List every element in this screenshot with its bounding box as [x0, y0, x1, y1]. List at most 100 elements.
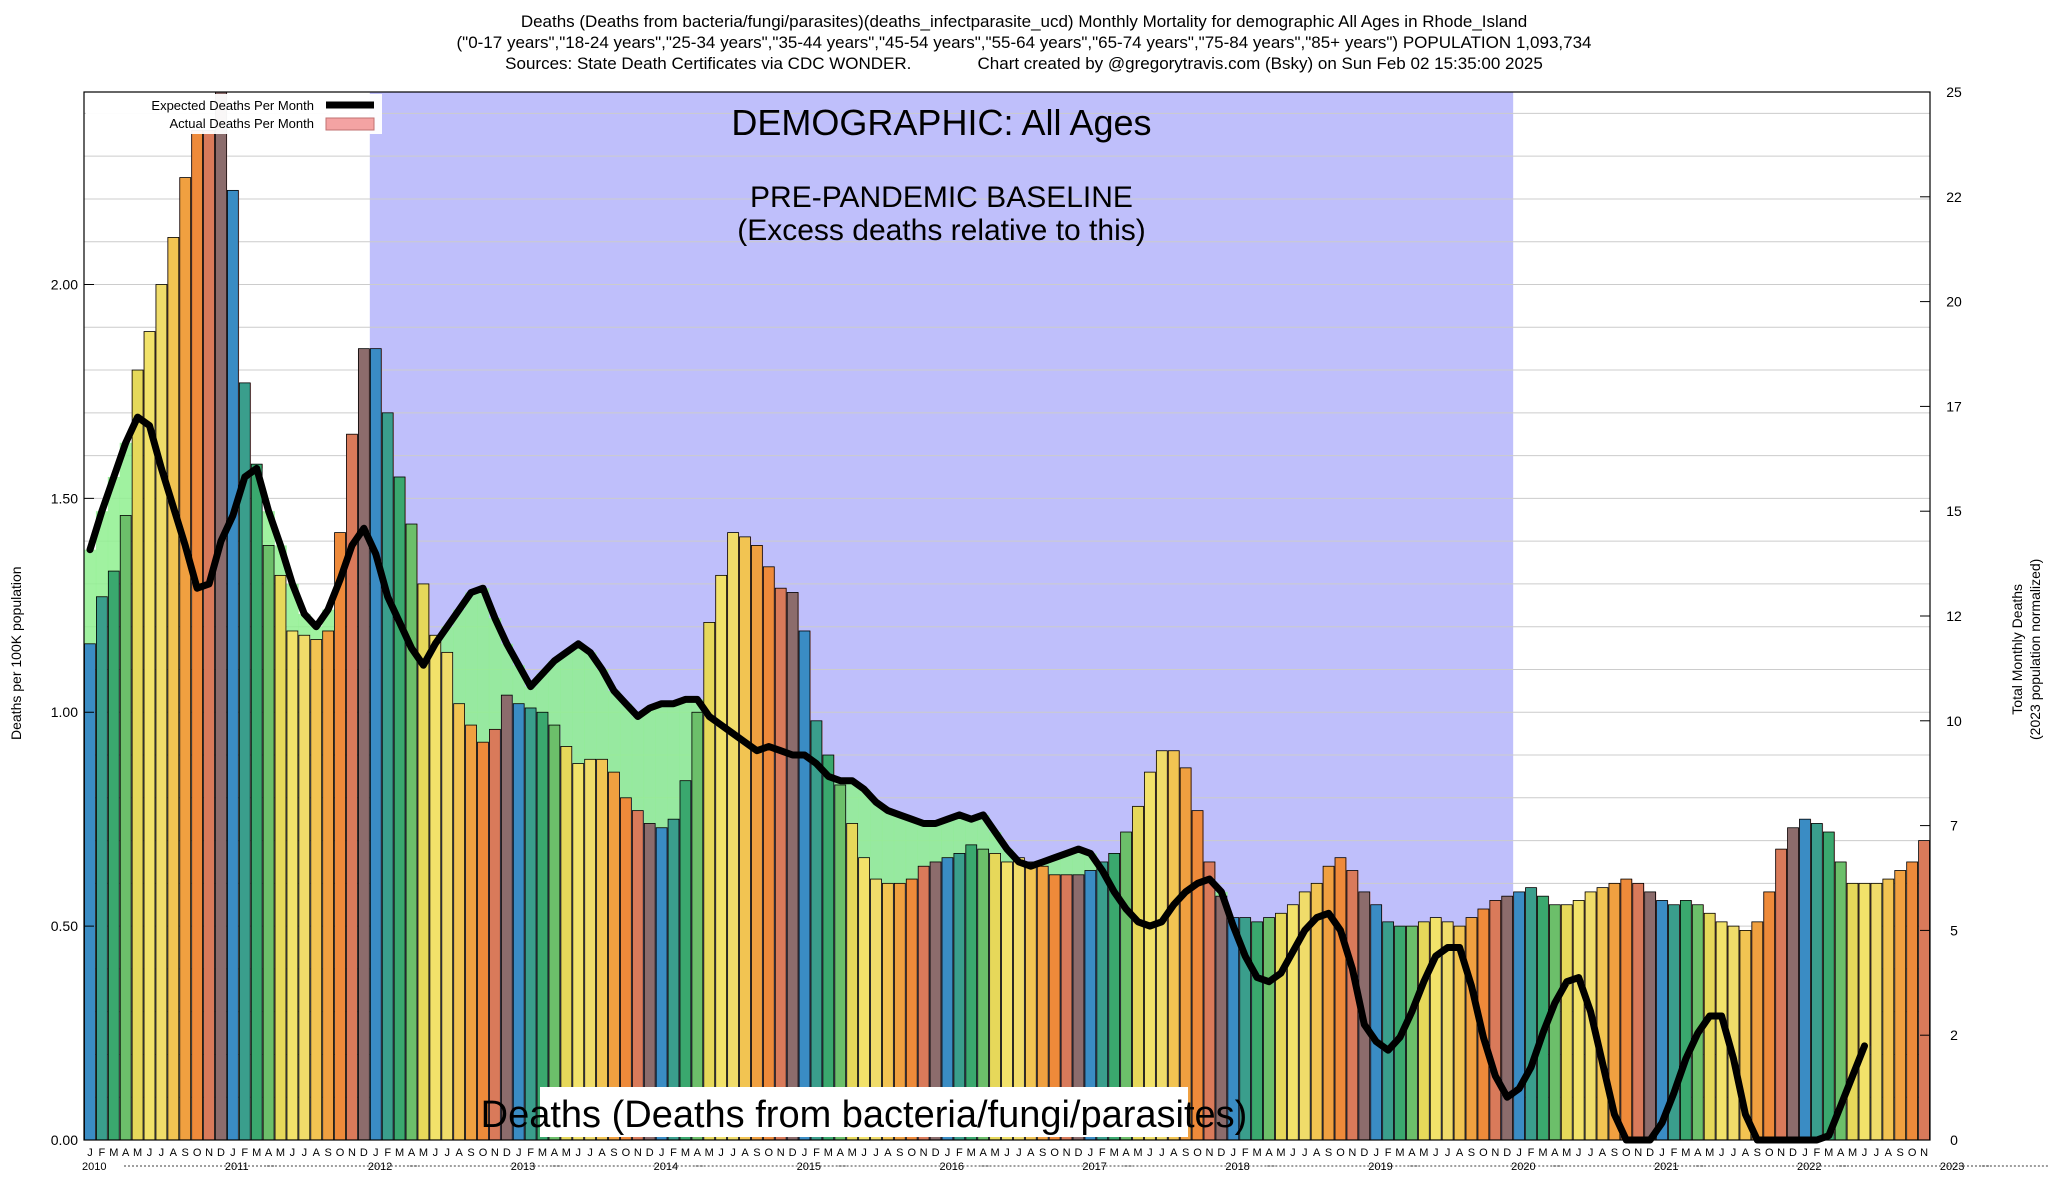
actual-deaths-bar — [167, 237, 180, 1141]
month-tick-label: A — [741, 1147, 749, 1159]
actual-deaths-bar — [1382, 921, 1394, 1141]
month-tick-label: A — [265, 1147, 273, 1159]
actual-deaths-bar — [703, 622, 716, 1141]
actual-deaths-bar — [1787, 827, 1799, 1141]
actual-deaths-bar — [274, 574, 287, 1141]
month-tick-label: M — [538, 1147, 547, 1159]
year-tick-label: 2022 — [1797, 1161, 1821, 1173]
month-tick-label: M — [276, 1147, 285, 1159]
month-tick-label: A — [1456, 1147, 1464, 1159]
month-tick-label: O — [193, 1147, 202, 1159]
month-tick-label: A — [837, 1147, 845, 1159]
month-tick-label: F — [241, 1147, 248, 1159]
month-tick-label: N — [1491, 1147, 1499, 1159]
actual-deaths-bar — [489, 728, 501, 1141]
month-tick-label: M — [1253, 1147, 1262, 1159]
actual-deaths-bar — [227, 189, 239, 1141]
month-tick-label: F — [1671, 1147, 1678, 1159]
actual-deaths-bar — [1858, 882, 1871, 1141]
year-tick-label: 2020 — [1511, 1161, 1535, 1173]
excess-deficit-fill — [679, 699, 692, 781]
month-tick-label: J — [1445, 1147, 1451, 1159]
month-tick-label: O — [479, 1147, 488, 1159]
month-tick-label: A — [1551, 1147, 1559, 1159]
month-tick-label: J — [1719, 1147, 1725, 1159]
left-axis-tick-label: 0.50 — [51, 918, 78, 934]
month-tick-label: J — [444, 1147, 450, 1159]
month-tick-label: F — [813, 1147, 820, 1159]
month-tick-label: J — [516, 1147, 522, 1159]
excess-deficit-fill — [858, 789, 871, 858]
actual-deaths-bar — [727, 532, 739, 1141]
baseline-period-band — [369, 92, 1514, 1140]
actual-deaths-bar — [500, 694, 513, 1141]
actual-deaths-bar — [548, 724, 561, 1141]
month-tick-label: J — [1576, 1147, 1582, 1159]
actual-deaths-bar — [572, 763, 585, 1141]
actual-deaths-bar — [441, 651, 454, 1141]
right-axis-tick-label: 22 — [1946, 189, 1962, 205]
month-tick-label: S — [1754, 1147, 1761, 1159]
year-tick-label: 2016 — [939, 1161, 963, 1173]
actual-deaths-bar — [310, 639, 323, 1141]
month-tick-label: D — [217, 1147, 225, 1159]
actual-deaths-bar — [751, 545, 763, 1141]
year-tick-label: 2019 — [1368, 1161, 1392, 1173]
actual-deaths-bar — [262, 545, 275, 1141]
month-tick-label: D — [1360, 1147, 1368, 1159]
month-tick-label: J — [433, 1147, 439, 1159]
actual-deaths-bar — [1811, 823, 1823, 1141]
actual-deaths-bar — [1763, 891, 1776, 1141]
month-tick-label: M — [991, 1147, 1000, 1159]
excess-deficit-fill — [84, 549, 97, 644]
actual-deaths-bar — [322, 630, 335, 1141]
month-tick-label: J — [945, 1147, 951, 1159]
month-tick-label: O — [1908, 1147, 1917, 1159]
month-tick-label: S — [1039, 1147, 1046, 1159]
month-tick-label: F — [1099, 1147, 1106, 1159]
month-tick-label: A — [455, 1147, 463, 1159]
month-tick-label: J — [730, 1147, 736, 1159]
excess-deficit-fill — [953, 814, 966, 854]
excess-deficit-fill — [965, 819, 978, 845]
month-tick-label: J — [1731, 1147, 1737, 1159]
month-tick-label: J — [147, 1147, 153, 1159]
excess-deficit-fill — [95, 511, 109, 597]
month-tick-label: A — [1122, 1147, 1130, 1159]
month-tick-label: M — [1538, 1147, 1547, 1159]
month-tick-label: S — [324, 1147, 331, 1159]
month-tick-label: S — [896, 1147, 903, 1159]
month-tick-label: S — [1182, 1147, 1189, 1159]
actual-deaths-bar — [596, 758, 608, 1141]
month-tick-label: O — [1193, 1147, 1202, 1159]
actual-deaths-bar — [1144, 771, 1156, 1141]
excess-deficit-fill — [1072, 849, 1085, 875]
left-axis-tick-label: 0.00 — [51, 1132, 78, 1148]
month-tick-label: J — [1159, 1147, 1165, 1159]
expected-deaths-line — [86, 413, 1868, 1144]
month-tick-label: A — [980, 1147, 988, 1159]
month-tick-label: F — [1813, 1147, 1820, 1159]
month-tick-label: N — [1777, 1147, 1785, 1159]
month-tick-label: J — [1290, 1147, 1296, 1159]
left-axis-tick-label: 1.50 — [51, 490, 78, 506]
month-tick-label: O — [622, 1147, 631, 1159]
baseline-sublabel: (Excess deaths relative to this) — [737, 214, 1146, 247]
actual-deaths-bar — [1632, 882, 1645, 1141]
month-tick-label: N — [1063, 1147, 1071, 1159]
actual-deaths-bar — [524, 707, 537, 1141]
right-axis-tick-label: 10 — [1946, 713, 1962, 729]
month-tick-label: J — [159, 1147, 165, 1159]
excess-deficit-fill — [560, 652, 573, 747]
month-tick-label: A — [1027, 1147, 1035, 1159]
excess-deficit-fill — [465, 592, 478, 726]
excess-deficit-fill — [643, 707, 656, 824]
month-tick-label: S — [467, 1147, 474, 1159]
year-tick-label: 2017 — [1082, 1161, 1106, 1173]
actual-deaths-bar — [191, 130, 203, 1141]
actual-deaths-bar — [465, 724, 477, 1141]
month-tick-label: M — [1133, 1147, 1142, 1159]
month-tick-label: J — [230, 1147, 236, 1159]
chart-title-line-1: Deaths (Deaths from bacteria/fungi/paras… — [520, 12, 1528, 31]
excess-deficit-fill — [608, 690, 621, 773]
